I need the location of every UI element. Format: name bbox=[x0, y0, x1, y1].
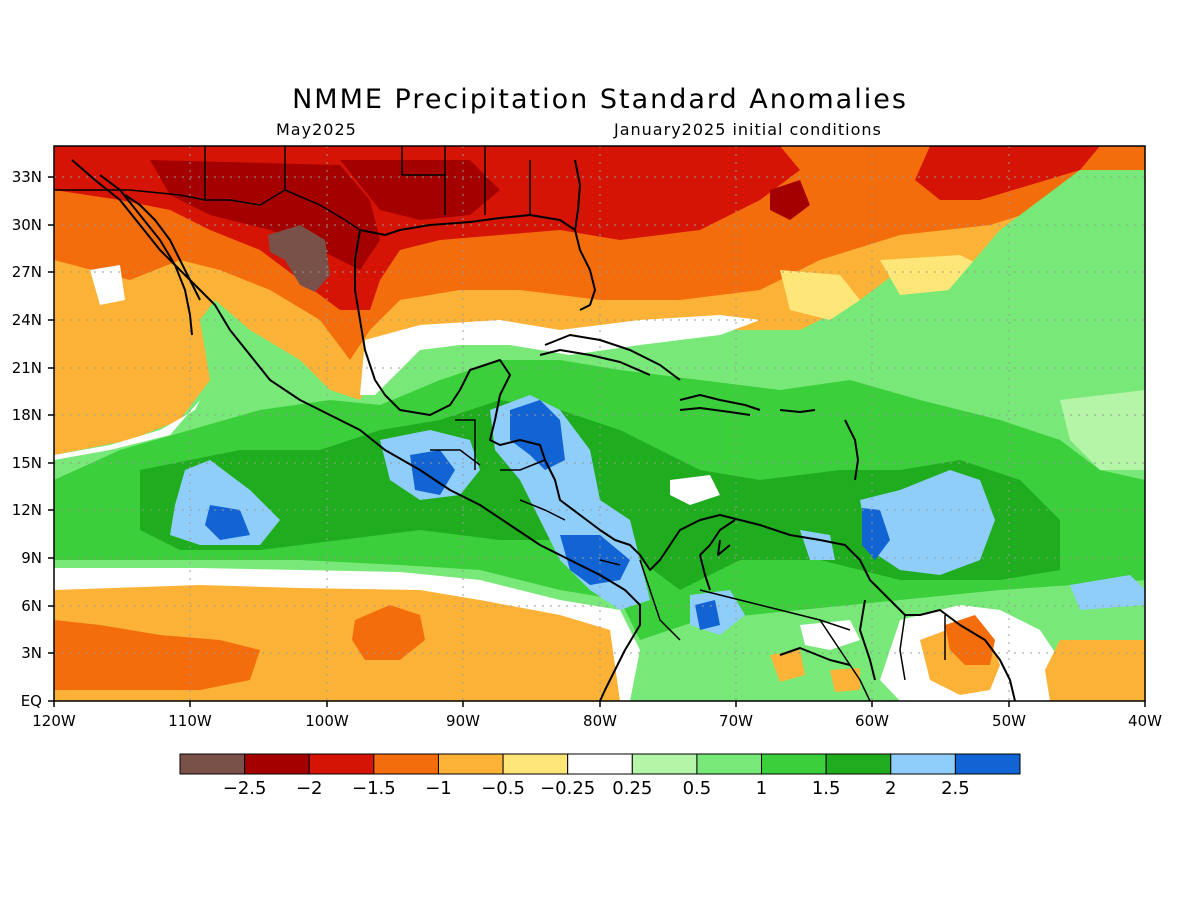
colorbar-swatch bbox=[308, 753, 375, 775]
lon-label: 90W bbox=[446, 712, 480, 730]
colorbar-label: 2.5 bbox=[941, 778, 970, 799]
colorbar-labels: −2.5 −2 −1.5 −1 −0.5 −0.25 0.25 0.5 1 1.5 2 2.5 bbox=[223, 778, 970, 799]
colorbar-swatch bbox=[825, 753, 892, 775]
colorbar-label: 2 bbox=[885, 778, 896, 799]
colorbar-label: −1.5 bbox=[352, 778, 396, 799]
political-borders bbox=[54, 146, 946, 701]
colorbar-swatch bbox=[954, 753, 1021, 775]
colorbar-label: −2 bbox=[296, 778, 323, 799]
colorbar-swatch bbox=[244, 753, 310, 775]
colorbar-label: −1 bbox=[425, 778, 452, 799]
colorbar-swatch bbox=[437, 753, 504, 775]
lon-label: 120W bbox=[32, 712, 76, 730]
colorbar: −2.5 −2 −1.5 −1 −0.5 −0.25 0.25 0.5 1 1.5 2 2.5 bbox=[179, 753, 1021, 799]
lat-label: EQ bbox=[21, 692, 42, 710]
coastlines bbox=[71, 159, 1016, 701]
colorbar-label: −0.5 bbox=[481, 778, 525, 799]
lat-label: 24N bbox=[12, 311, 42, 329]
anomaly-field bbox=[54, 146, 1145, 701]
lon-label: 50W bbox=[992, 712, 1026, 730]
lat-label: 33N bbox=[12, 168, 42, 186]
colorbar-label: 0.25 bbox=[612, 778, 652, 799]
colorbar-label: 1 bbox=[756, 778, 767, 799]
longitude-labels: 120W 110W 100W 90W 80W 70W 60W 50W 40W bbox=[32, 712, 1162, 730]
colorbar-label: 0.5 bbox=[683, 778, 712, 799]
colorbar-swatch bbox=[502, 753, 569, 775]
colorbar-label: −0.25 bbox=[540, 778, 595, 799]
map-title: NMME Precipitation Standard Anomalies bbox=[292, 84, 908, 115]
lon-label: 60W bbox=[855, 712, 889, 730]
lat-label: 9N bbox=[21, 549, 42, 567]
axis-ticks bbox=[48, 176, 1146, 707]
colorbar-swatches bbox=[179, 753, 1021, 775]
colorbar-swatch bbox=[179, 753, 246, 775]
lon-label: 110W bbox=[168, 712, 212, 730]
lat-label: 30N bbox=[12, 216, 42, 234]
lat-label: 6N bbox=[21, 597, 42, 615]
lon-label: 40W bbox=[1128, 712, 1162, 730]
colorbar-swatch bbox=[631, 753, 698, 775]
lat-label: 21N bbox=[12, 359, 42, 377]
colorbar-swatch bbox=[567, 753, 633, 775]
colorbar-label: −2.5 bbox=[223, 778, 267, 799]
forecast-month: May2025 bbox=[276, 120, 357, 139]
colorbar-label: 1.5 bbox=[812, 778, 841, 799]
lon-label: 80W bbox=[583, 712, 617, 730]
lon-label: 70W bbox=[719, 712, 753, 730]
colorbar-swatch bbox=[696, 753, 763, 775]
graticule bbox=[54, 146, 1145, 701]
latitude-labels: 33N 30N 27N 24N 21N 18N 15N 12N 9N 6N 3N… bbox=[12, 168, 42, 710]
colorbar-swatch bbox=[761, 753, 827, 775]
lat-label: 15N bbox=[12, 454, 42, 472]
colorbar-swatch bbox=[373, 753, 439, 775]
colorbar-swatch bbox=[890, 753, 956, 775]
lat-label: 27N bbox=[12, 263, 42, 281]
initial-conditions: January2025 initial conditions bbox=[614, 120, 882, 139]
lat-label: 18N bbox=[12, 406, 42, 424]
lat-label: 3N bbox=[21, 644, 42, 662]
lat-label: 12N bbox=[12, 501, 42, 519]
lon-label: 100W bbox=[305, 712, 349, 730]
